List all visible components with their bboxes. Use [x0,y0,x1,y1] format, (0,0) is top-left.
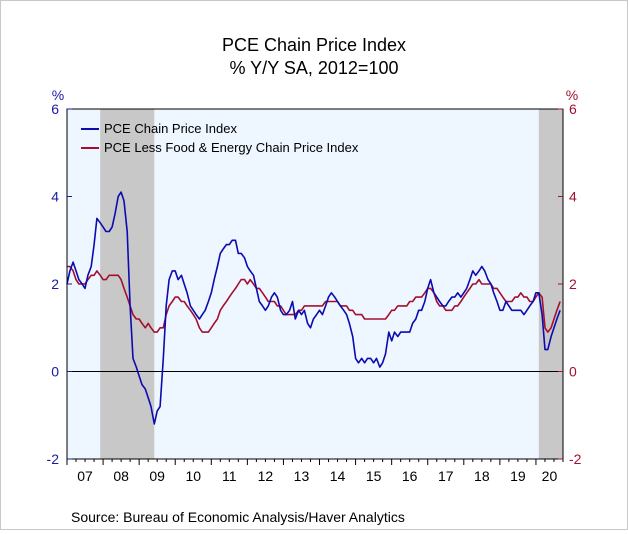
right-axis-unit-label: % [566,87,578,103]
left-ytick-label-4: 6 [51,101,59,117]
xtick-label-20: 20 [542,468,558,484]
xtick-label-09: 09 [149,468,165,484]
right-ytick-label-3: 4 [569,189,577,205]
xtick-label-17: 17 [438,468,454,484]
xtick-label-19: 19 [510,468,526,484]
xtick-label-08: 08 [113,468,129,484]
xtick-label-07: 07 [77,468,93,484]
xtick-label-10: 10 [185,468,201,484]
xtick-label-14: 14 [330,468,346,484]
left-ytick-label-3: 4 [51,189,59,205]
right-ytick-label-0: -2 [569,451,582,467]
xtick-label-12: 12 [258,468,274,484]
legend-label-pce: PCE Chain Price Index [104,121,237,136]
series-line-pce [66,191,561,425]
left-ytick-label-2: 2 [51,276,59,292]
chart-title: PCE Chain Price Index [222,35,406,55]
left-axis-unit-label: % [52,87,64,103]
axes: -2 -2 0 0 2 2 4 4 6 6 07 08 09 10 11 12 13 14 15 16 17 18 19 20 [47,101,582,484]
xtick-label-18: 18 [474,468,490,484]
right-ytick-label-2: 2 [569,276,577,292]
recession-band-1 [100,109,155,459]
right-ytick-label-1: 0 [569,364,577,380]
xtick-label-15: 15 [366,468,382,484]
xtick-label-13: 13 [294,468,310,484]
legend: PCE Chain Price Index PCE Less Food & En… [81,121,359,155]
source-note: Source: Bureau of Economic Analysis/Have… [71,509,405,525]
right-ytick-label-4: 6 [569,101,577,117]
series-lines [66,191,561,425]
legend-label-core-pce: PCE Less Food & Energy Chain Price Index [104,140,359,155]
left-ytick-label-1: 0 [51,364,59,380]
series-line-core-pce [67,265,561,333]
xtick-label-11: 11 [222,468,237,484]
chart-subtitle: % Y/Y SA, 2012=100 [230,58,399,78]
xtick-label-16: 16 [402,468,418,484]
left-ytick-label-0: -2 [47,451,60,467]
